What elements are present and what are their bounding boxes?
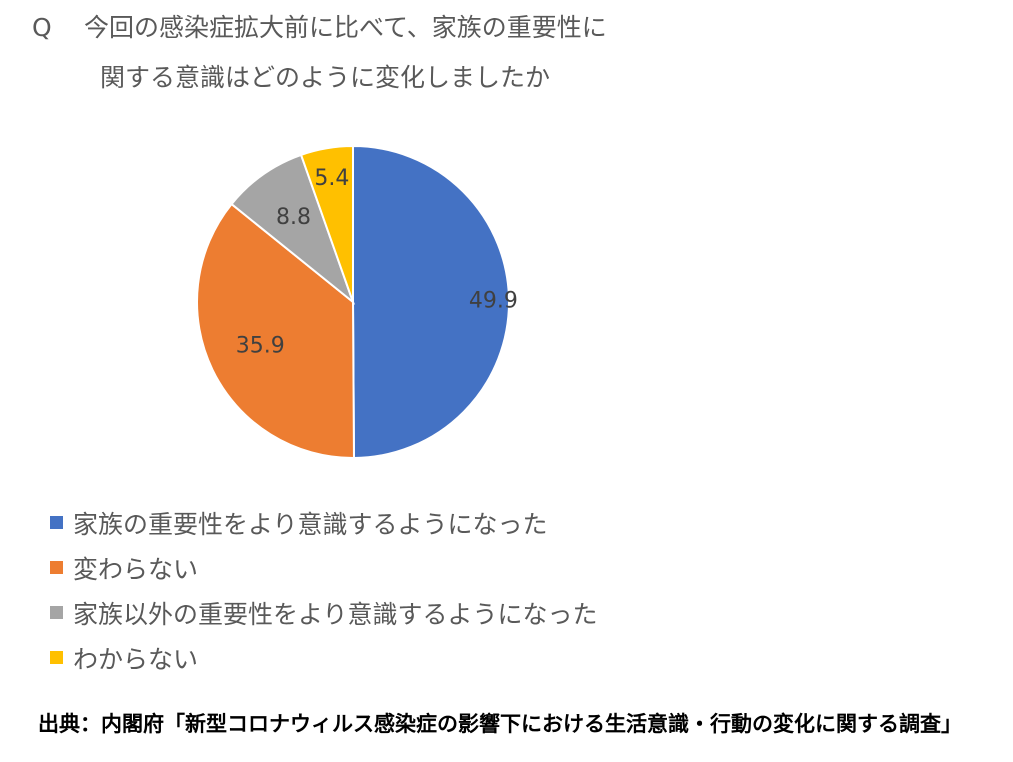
legend-label-2: 変わらない bbox=[73, 554, 199, 584]
legend-item-2: 変わらない bbox=[50, 545, 598, 590]
legend-swatch-4 bbox=[50, 651, 63, 664]
legend-label-4: わからない bbox=[73, 644, 199, 674]
pie-slice-4 bbox=[299, 144, 354, 303]
pie-slice-3 bbox=[230, 153, 356, 305]
legend-item-1: 家族の重要性をより意識するようになった bbox=[50, 500, 598, 545]
pie-slice-label-3: 8.8 bbox=[276, 205, 311, 230]
chart-legend: 家族の重要性をより意識するようになった 変わらない家族以外の重要性をより意識するよ… bbox=[50, 500, 598, 680]
question-line-1: 今回の感染症拡大前に比べて、家族の重要性に bbox=[84, 13, 607, 42]
source-citation: 出典：内閣府「新型コロナウィルス感染症の影響下における生活意識・行動の変化に関す… bbox=[38, 712, 962, 736]
legend-item-4: わからない bbox=[50, 635, 598, 680]
legend-item-3: 家族以外の重要性をより意識するようになった bbox=[50, 590, 598, 635]
pie-slice-2 bbox=[196, 202, 355, 459]
legend-swatch-2 bbox=[50, 561, 63, 574]
pie-slice-label-4: 5.4 bbox=[314, 166, 349, 191]
legend-label-3: 家族以外の重要性をより意識するようになった bbox=[73, 599, 598, 629]
legend-swatch-1 bbox=[50, 516, 63, 529]
question-text: Q 今回の感染症拡大前に比べて、家族の重要性に 関する意識はどのように変化しました… bbox=[32, 10, 607, 96]
pie-chart: 49.9 35.9 8.85.4 bbox=[196, 144, 518, 460]
legend-swatch-3 bbox=[50, 606, 63, 619]
pie-slice-1 bbox=[352, 144, 510, 460]
pie-slice-label-1: 49.9 bbox=[469, 289, 518, 314]
question-marker: Q bbox=[32, 13, 52, 42]
legend-label-1: 家族の重要性をより意識するようになった bbox=[73, 509, 548, 539]
pie-slice-label-2: 35.9 bbox=[236, 334, 285, 359]
question-line-2: 関する意識はどのように変化しましたか bbox=[100, 63, 551, 92]
